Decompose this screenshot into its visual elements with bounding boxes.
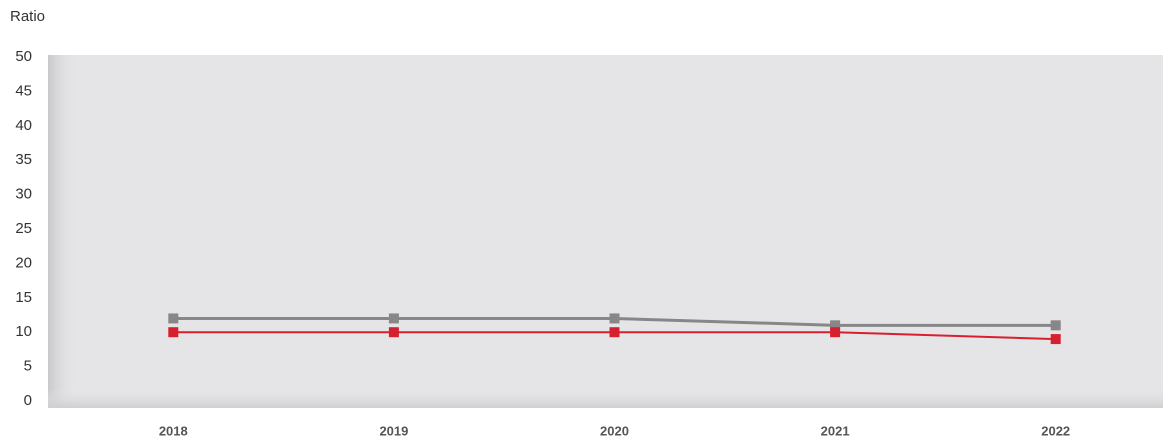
series-marker xyxy=(168,327,179,338)
y-axis-label: Ratio xyxy=(10,8,45,25)
y-tick-label: 50 xyxy=(15,48,32,65)
series-marker xyxy=(388,327,399,338)
y-tick-label: 25 xyxy=(15,220,32,237)
plot-area xyxy=(48,55,1163,408)
y-tick-label: 40 xyxy=(15,117,32,134)
plot-shadow xyxy=(48,55,78,408)
x-tick-label: 2020 xyxy=(600,423,629,438)
series-marker xyxy=(1050,320,1061,331)
y-tick-label: 10 xyxy=(15,323,32,340)
y-tick-label: 15 xyxy=(15,289,32,306)
series-marker xyxy=(609,327,620,338)
y-tick-label: 0 xyxy=(24,392,32,409)
y-tick-label: 35 xyxy=(15,151,32,168)
series-marker xyxy=(1050,334,1061,345)
y-tick-label: 5 xyxy=(24,358,32,375)
series-marker xyxy=(609,313,620,324)
y-tick-label: 45 xyxy=(15,82,32,99)
x-tick-label: 2019 xyxy=(379,423,408,438)
series-marker xyxy=(168,313,179,324)
y-tick-label: 30 xyxy=(15,186,32,203)
plot-shadow xyxy=(48,388,1163,408)
series-marker xyxy=(830,327,841,338)
series-marker xyxy=(388,313,399,324)
y-tick-label: 20 xyxy=(15,254,32,271)
series-marker xyxy=(830,320,841,331)
x-tick-label: 2021 xyxy=(821,423,850,438)
x-tick-label: 2018 xyxy=(159,423,188,438)
x-tick-label: 2022 xyxy=(1041,423,1070,438)
